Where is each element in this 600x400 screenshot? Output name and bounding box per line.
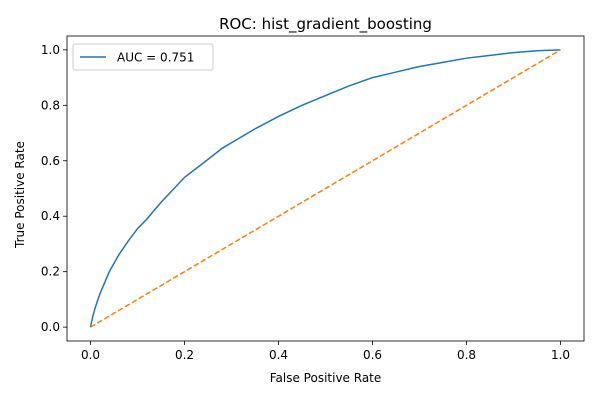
x-tick-label: 1.0 bbox=[551, 348, 570, 362]
x-axis-label: False Positive Rate bbox=[270, 371, 382, 385]
y-tick-label: 0.4 bbox=[41, 209, 60, 223]
legend-entry: AUC = 0.751 bbox=[117, 51, 194, 65]
x-tick-label: 0.0 bbox=[81, 348, 100, 362]
x-tick-label: 0.2 bbox=[175, 348, 194, 362]
axis-ticks: 0.0 0.2 0.4 0.6 0.8 1.0 0.0 0.2 0.4 0.6 0.8 1.0 bbox=[41, 43, 570, 362]
x-tick-label: 0.4 bbox=[269, 348, 288, 362]
series-line-0 bbox=[89, 49, 561, 328]
y-tick-label: 1.0 bbox=[41, 43, 60, 57]
axes-frame bbox=[66, 35, 585, 342]
series-line-1 bbox=[90, 49, 561, 328]
y-tick-label: 0.8 bbox=[41, 98, 60, 112]
x-tick-label: 0.6 bbox=[363, 348, 382, 362]
y-tick-label: 0.2 bbox=[41, 265, 60, 279]
chart-title: ROC: hist_gradient_boosting bbox=[219, 15, 432, 34]
plot-area bbox=[89, 49, 561, 328]
x-tick-label: 0.8 bbox=[457, 348, 476, 362]
y-tick-label: 0.0 bbox=[41, 320, 60, 334]
y-axis-label: True Positive Rate bbox=[13, 141, 27, 249]
legend-box bbox=[72, 43, 214, 71]
y-tick-label: 0.6 bbox=[41, 154, 60, 168]
legend: AUC = 0.751 bbox=[72, 43, 214, 71]
